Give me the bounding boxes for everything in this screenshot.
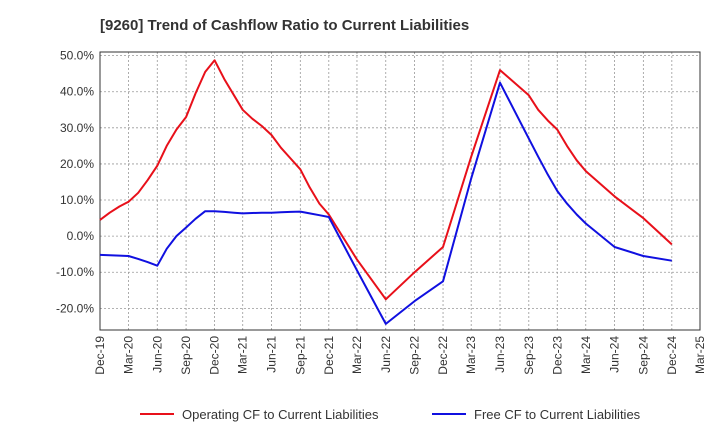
x-tick-label: Sep-21 (293, 336, 307, 375)
series-line-operating-cf (99, 59, 673, 301)
x-tick-label: Dec-24 (665, 336, 679, 375)
x-tick-label: Jun-23 (493, 336, 507, 373)
y-axis: 50.0% 40.0% 30.0% 20.0% 10.0% 0.0% -10.0% -20.0… (56, 49, 94, 316)
y-tick-label: 30.0% (60, 121, 94, 135)
legend-label-free-cf: Free CF to Current Liabilities (474, 407, 641, 422)
x-tick-label: Jun-21 (265, 336, 279, 373)
x-tick-label: Mar-24 (579, 336, 593, 374)
x-tick-label: Mar-21 (236, 336, 250, 374)
x-tick-label: Jun-24 (608, 336, 622, 373)
x-tick-label: Sep-24 (636, 336, 650, 375)
y-tick-label: 50.0% (60, 49, 94, 63)
y-tick-label: -10.0% (56, 265, 94, 279)
y-tick-label: 20.0% (60, 157, 94, 171)
series-line-free-cf (99, 81, 672, 325)
x-tick-label: Mar-23 (464, 336, 478, 374)
x-tick-label: Jun-20 (150, 336, 164, 373)
x-tick-label: Dec-21 (322, 336, 336, 375)
y-tick-label: 40.0% (60, 85, 94, 99)
y-tick-label: 0.0% (67, 229, 95, 243)
x-tick-label: Sep-22 (408, 336, 422, 375)
x-tick-label: Sep-23 (522, 336, 536, 375)
x-tick-label: Jun-22 (379, 336, 393, 373)
legend-label-operating-cf: Operating CF to Current Liabilities (182, 407, 379, 422)
y-tick-label: -20.0% (56, 301, 94, 315)
y-tick-label: 10.0% (60, 193, 94, 207)
x-tick-label: Dec-19 (93, 336, 107, 375)
x-tick-label: Dec-20 (208, 336, 222, 375)
x-tick-label: Mar-22 (350, 336, 364, 374)
x-tick-label: Sep-20 (179, 336, 193, 375)
plot-area (99, 51, 701, 331)
gridlines (99, 52, 701, 330)
x-tick-label: Mar-25 (693, 336, 707, 374)
x-tick-label: Dec-22 (436, 336, 450, 375)
x-tick-label: Mar-20 (121, 336, 135, 374)
legend: Operating CF to Current Liabilities Free… (140, 407, 641, 422)
x-axis: Dec-19 Mar-20 Jun-20 Sep-20 Dec-20 Mar-21 Jun-… (93, 336, 707, 375)
x-tick-label: Dec-23 (550, 336, 564, 375)
series-lines (99, 59, 673, 325)
chart-title: [9260] Trend of Cashflow Ratio to Curren… (100, 17, 469, 34)
